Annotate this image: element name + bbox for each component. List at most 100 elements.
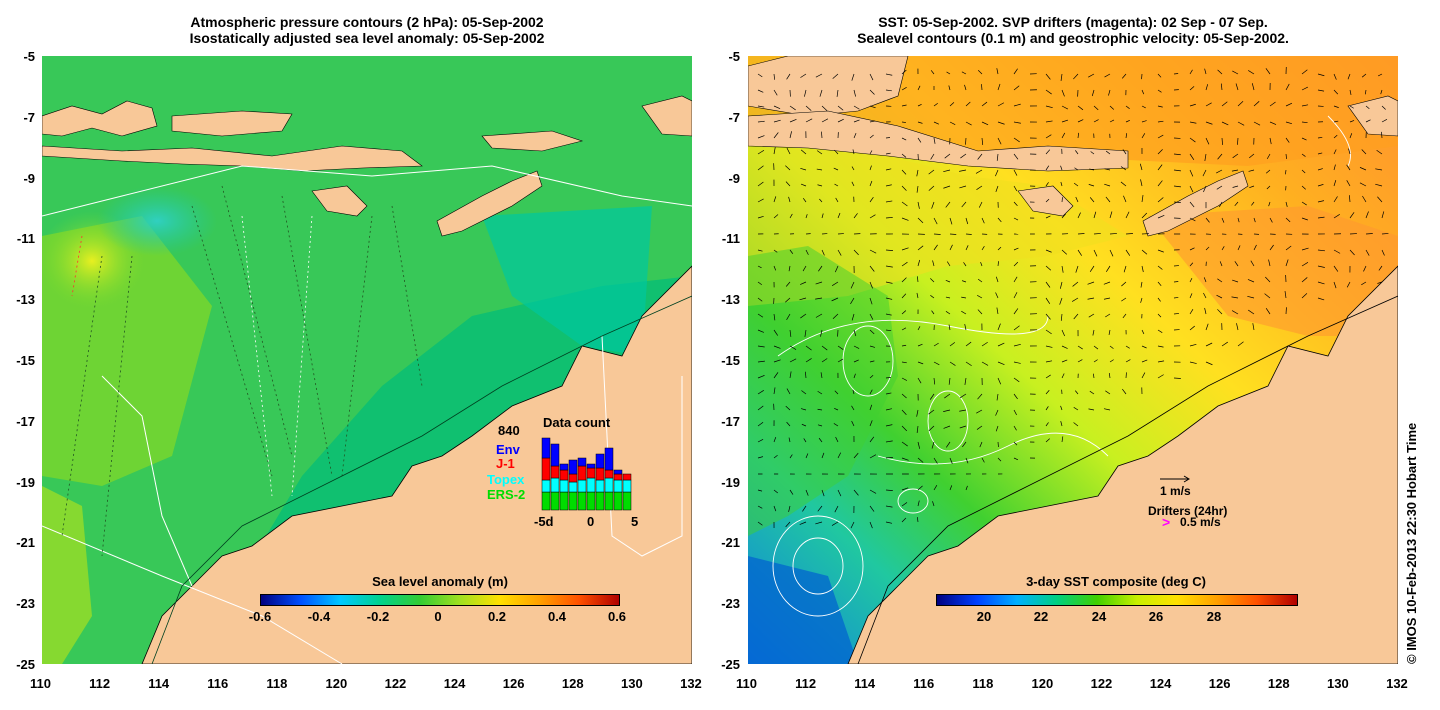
velocity-arrow: [996, 393, 999, 401]
velocity-arrow: [1013, 308, 1019, 315]
velocity-arrow: [933, 137, 936, 144]
java-island: [748, 56, 909, 117]
velocity-arrow: [804, 329, 807, 337]
velocity-arrow: [837, 212, 841, 219]
velocity-arrow: [943, 169, 951, 173]
left-x-tick: 110: [30, 676, 51, 691]
velocity-arrow: [1216, 169, 1223, 174]
histogram-bar: [568, 481, 578, 493]
velocity-arrow: [1173, 281, 1179, 283]
velocity-arrow: [1189, 201, 1195, 208]
velocity-arrow: [885, 489, 893, 491]
velocity-arrow: [757, 181, 764, 187]
velocity-arrow: [1109, 105, 1115, 110]
sst-map-svg: [748, 56, 1398, 664]
velocity-arrow: [1231, 310, 1239, 315]
velocity-arrow: [1157, 120, 1164, 123]
velocity-arrow: [869, 313, 874, 320]
left-y-tick: -5: [23, 49, 35, 64]
velocity-arrow: [851, 73, 855, 81]
velocity-arrow: [853, 132, 857, 139]
velocity-arrow: [1231, 296, 1239, 299]
velocity-arrow: [1333, 149, 1337, 155]
velocity-arrow: [949, 244, 953, 251]
velocity-arrow: [1141, 265, 1144, 273]
velocity-arrow: [1141, 249, 1148, 255]
velocity-arrow: [916, 425, 919, 433]
velocity-arrow: [1157, 360, 1165, 363]
velocity-arrow: [981, 101, 988, 107]
left-y-tick: -9: [23, 170, 35, 186]
pressure-contour: [42, 525, 343, 664]
histogram-bar: [550, 491, 560, 511]
velocity-arrow: [1285, 169, 1287, 175]
velocity-arrow: [1074, 167, 1079, 171]
velocity-arrow: [1045, 329, 1052, 335]
velocity-arrow: [1157, 197, 1164, 203]
velocity-arrow: [928, 169, 935, 175]
velocity-arrow: [1125, 249, 1131, 256]
velocity-arrow: [788, 265, 791, 272]
velocity-arrow: [1380, 89, 1383, 95]
velocity-arrow: [869, 73, 874, 81]
velocity-arrow: [917, 500, 920, 507]
velocity-arrow: [1141, 105, 1146, 109]
velocity-arrow: [995, 276, 999, 283]
velocity-arrow: [837, 452, 842, 459]
banda-islands: [481, 130, 584, 152]
velocity-arrow: [1217, 153, 1223, 160]
velocity-arrow: [1141, 195, 1144, 203]
velocity-arrow: [977, 393, 983, 400]
velocity-arrow: [1045, 281, 1051, 288]
velocity-arrow: [1013, 457, 1019, 461]
velocity-arrow: [1269, 137, 1272, 145]
right-y-tick: -21: [721, 535, 740, 551]
velocity-arrow: [821, 213, 824, 219]
velocity-arrow: [1088, 73, 1095, 78]
velocity-arrow: [869, 134, 874, 139]
velocity-arrow: [945, 441, 951, 448]
velocity-arrow: [1189, 361, 1197, 364]
velocity-arrow: [869, 404, 873, 411]
velocity-arrow: [1365, 233, 1373, 235]
velocity-arrow: [757, 281, 763, 286]
velocity-arrow: [1349, 195, 1351, 203]
velocity-arrow: [1189, 169, 1194, 177]
velocity-arrow: [933, 484, 938, 491]
velocity-arrow: [1013, 292, 1018, 299]
velocity-arrow: [901, 104, 907, 107]
velocity-arrow: [1059, 297, 1063, 305]
velocity-arrow: [930, 295, 935, 299]
velocity-arrow: [1045, 360, 1053, 363]
nusa-tenggara-islands: [42, 145, 423, 172]
velocity-arrow: [1106, 265, 1111, 272]
velocity-arrow: [1285, 121, 1292, 125]
velocity-arrow: [1060, 165, 1063, 171]
velocity-arrow: [1077, 359, 1083, 363]
velocity-arrow: [853, 213, 858, 219]
velocity-arrow: [1249, 153, 1255, 159]
velocity-arrow: [949, 217, 953, 225]
velocity-arrow: [821, 118, 829, 123]
velocity-arrow: [901, 87, 907, 91]
velocity-arrow: [1139, 163, 1143, 171]
velocity-arrow: [1346, 164, 1351, 171]
velocity-arrow: [1120, 166, 1127, 171]
velocity-arrow: [901, 121, 907, 123]
velocity-arrow: [1077, 345, 1083, 350]
velocity-arrow: [837, 489, 842, 497]
right-title: SST: 05-Sep-2002. SVP drifters (magenta)…: [748, 14, 1398, 46]
velocity-arrow: [1141, 133, 1146, 139]
velocity-arrow: [1061, 359, 1068, 363]
velocity-arrow: [949, 457, 953, 464]
velocity-arrow: [789, 358, 797, 363]
velocity-arrow: [917, 245, 924, 251]
velocity-arrow: [1157, 345, 1164, 348]
left-title-line2: Isostatically adjusted sea level anomaly…: [189, 30, 545, 46]
velocity-arrow: [785, 297, 791, 303]
left-x-tick: 112: [89, 676, 111, 691]
velocity-arrow: [850, 297, 855, 305]
velocity-arrow: [869, 389, 873, 395]
velocity-arrow: [837, 118, 844, 123]
velocity-arrow: [885, 281, 893, 284]
